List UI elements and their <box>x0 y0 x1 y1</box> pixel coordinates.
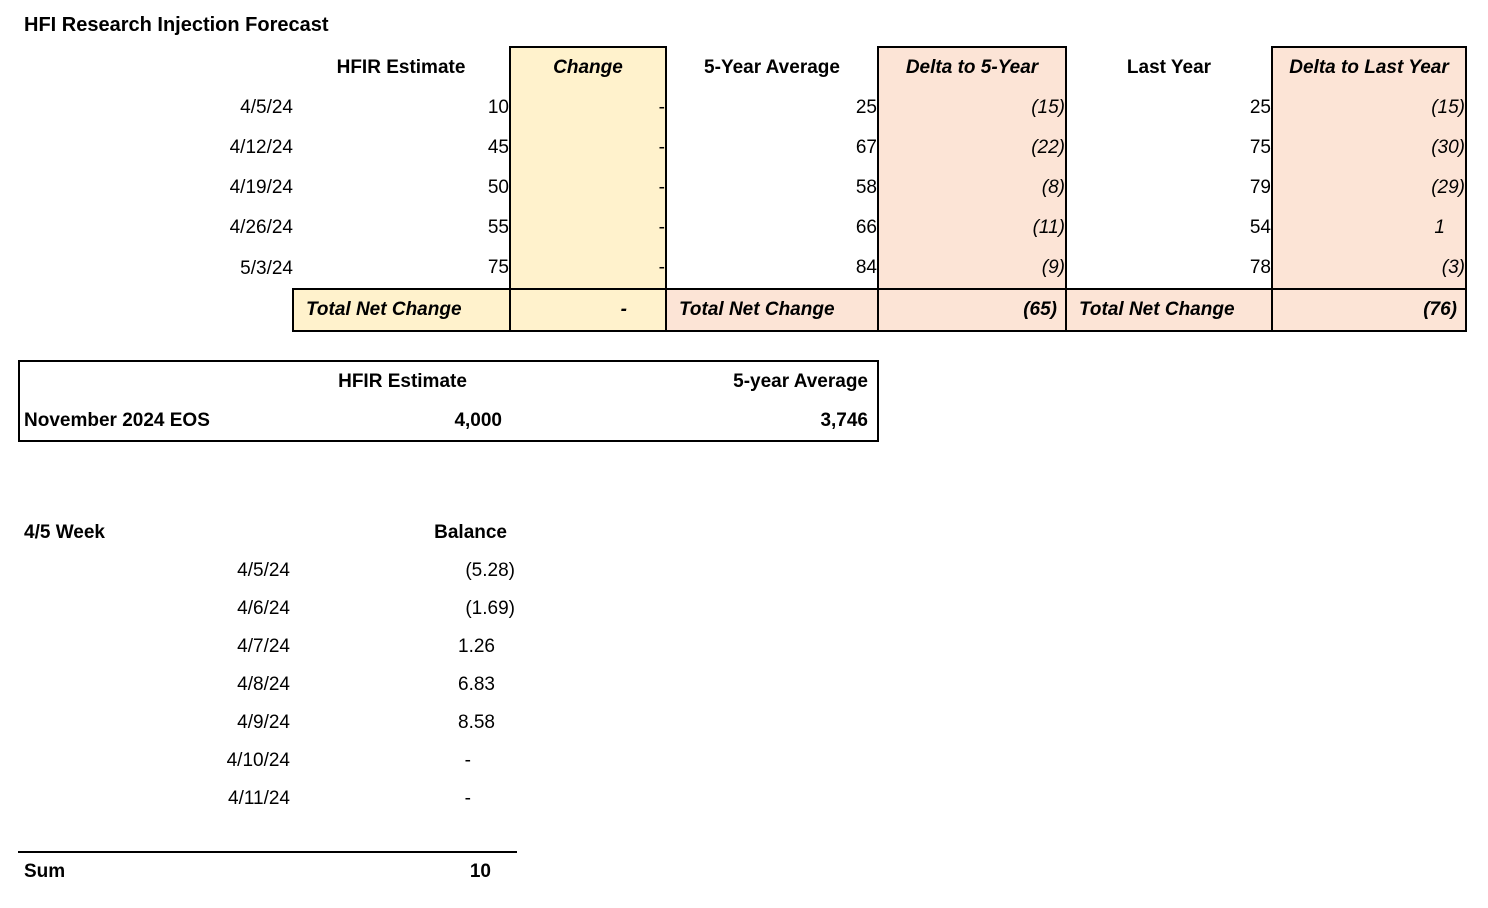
eos-header-row: HFIR Estimate 5-year Average <box>19 361 878 401</box>
cell-last-year: 25 <box>1249 97 1271 118</box>
cell-hfir-estimate: 10 <box>487 97 509 118</box>
cell-date: 5/3/24 <box>240 257 293 279</box>
eos-summary-table: HFIR Estimate 5-year Average November 20… <box>18 360 879 442</box>
cell-change: - <box>509 128 667 168</box>
cell-balance: (1.69) <box>465 598 515 619</box>
total-net-change-label: Total Net Change <box>292 288 511 332</box>
col-header-5-year-average: 5-year Average <box>733 370 868 392</box>
cell-5-year-average: 67 <box>855 137 877 158</box>
cell-date: 4/12/24 <box>229 137 293 158</box>
cell-hfir-estimate: 75 <box>487 257 509 278</box>
table-row: 4/5/24 10 - 25 (15) 25 (15) <box>18 88 1467 128</box>
cell-5-year-average: 58 <box>855 177 877 198</box>
cell-hfir-estimate: 45 <box>487 137 509 158</box>
cell-change: - <box>509 208 667 248</box>
cell-date: 4/10/24 <box>226 750 290 771</box>
cell-balance: 8.58 <box>458 712 495 733</box>
total-change-value: - <box>509 288 667 332</box>
col-header-hfir-estimate: HFIR Estimate <box>338 370 467 392</box>
cell-date: 4/6/24 <box>237 598 290 619</box>
list-item: 4/5/24 (5.28) <box>18 552 517 590</box>
page-title: HFI Research Injection Forecast <box>24 14 329 36</box>
empty-cell <box>18 289 293 331</box>
total-net-change-row: Total Net Change - Total Net Change (65)… <box>18 288 1467 332</box>
cell-balance: 1.26 <box>458 636 495 657</box>
eos-row-label: November 2024 EOS <box>24 409 210 431</box>
cell-last-year: 78 <box>1249 257 1271 278</box>
cell-last-year: 54 <box>1249 217 1271 238</box>
table-row: 4/19/24 50 - 58 (8) 79 (29) <box>18 168 1467 208</box>
cell-change: - <box>509 248 667 289</box>
forecast-header-row: HFIR Estimate Change 5-Year Average Delt… <box>18 46 1467 88</box>
total-net-change-label: Total Net Change <box>1065 288 1273 332</box>
eos-hfir-value: 4,000 <box>454 409 502 431</box>
list-item: 4/9/24 8.58 <box>18 704 517 742</box>
col-header-hfir-estimate: HFIR Estimate <box>336 56 466 78</box>
sum-label: Sum <box>18 851 293 891</box>
cell-delta-to-5-year: (11) <box>877 208 1067 248</box>
col-header-last-year: Last Year <box>1126 56 1212 78</box>
cell-date: 4/7/24 <box>237 636 290 657</box>
list-item: 4/7/24 1.26 <box>18 628 517 666</box>
list-item: 4/8/24 6.83 <box>18 666 517 704</box>
cell-delta-to-last-year: (30) <box>1271 128 1467 168</box>
cell-last-year: 75 <box>1249 137 1271 158</box>
list-item: 4/10/24 - <box>18 742 517 780</box>
cell-delta-to-last-year: 1 <box>1271 208 1467 248</box>
col-header-delta-to-last-year: Delta to Last Year <box>1271 46 1467 88</box>
cell-date: 4/9/24 <box>237 712 290 733</box>
col-header-balance: Balance <box>434 522 507 543</box>
cell-change: - <box>509 88 667 128</box>
cell-hfir-estimate: 50 <box>487 177 509 198</box>
cell-balance: - <box>464 750 471 771</box>
table-row: November 2024 EOS 4,000 3,746 <box>19 401 878 441</box>
cell-delta-to-5-year: (9) <box>877 248 1067 289</box>
cell-date: 4/8/24 <box>237 674 290 695</box>
list-item: 4/11/24 - <box>18 780 517 818</box>
spacer-row <box>18 818 517 852</box>
week-header-row: 4/5 Week Balance <box>18 514 517 552</box>
cell-balance: 6.83 <box>458 674 495 695</box>
empty-cell <box>19 361 294 401</box>
col-header-change: Change <box>509 46 667 88</box>
table-row: 4/12/24 45 - 67 (22) 75 (30) <box>18 128 1467 168</box>
cell-date: 4/5/24 <box>237 560 290 581</box>
col-header-delta-to-5-year: Delta to 5-Year <box>877 46 1067 88</box>
cell-5-year-average: 84 <box>855 257 877 278</box>
cell-delta-to-5-year: (15) <box>877 88 1067 128</box>
eos-5-year-value: 3,746 <box>820 409 868 431</box>
cell-5-year-average: 66 <box>855 217 877 238</box>
col-header-5-year-average: 5-Year Average <box>704 56 840 78</box>
total-delta-5-year-value: (65) <box>877 288 1067 332</box>
cell-date: 4/19/24 <box>229 177 293 198</box>
cell-5-year-average: 25 <box>855 97 877 118</box>
cell-hfir-estimate: 55 <box>487 217 509 238</box>
total-delta-last-year-value: (76) <box>1271 288 1467 332</box>
cell-last-year: 79 <box>1249 177 1271 198</box>
sum-value: 10 <box>293 851 517 891</box>
table-row: 4/26/24 55 - 66 (11) 54 1 <box>18 208 1467 248</box>
cell-date: 4/11/24 <box>228 788 290 809</box>
week-title: 4/5 Week <box>24 522 105 543</box>
cell-delta-to-last-year: (3) <box>1271 248 1467 289</box>
cell-change: - <box>509 168 667 208</box>
cell-delta-to-5-year: (8) <box>877 168 1067 208</box>
empty-cell <box>18 47 293 88</box>
cell-date: 4/5/24 <box>240 97 293 118</box>
table-row: 5/3/24 75 - 84 (9) 78 (3) <box>18 248 1467 289</box>
cell-delta-to-5-year: (22) <box>877 128 1067 168</box>
cell-delta-to-last-year: (29) <box>1271 168 1467 208</box>
forecast-table: HFIR Estimate Change 5-Year Average Delt… <box>18 46 1467 332</box>
list-item: 4/6/24 (1.69) <box>18 590 517 628</box>
week-balance-table: 4/5 Week Balance 4/5/24 (5.28) 4/6/24 (1… <box>18 514 517 891</box>
total-net-change-label: Total Net Change <box>665 288 879 332</box>
sum-row: Sum 10 <box>18 851 517 891</box>
cell-balance: - <box>464 788 471 809</box>
cell-balance: (5.28) <box>465 560 515 581</box>
cell-delta-to-last-year: (15) <box>1271 88 1467 128</box>
cell-date: 4/26/24 <box>229 217 293 238</box>
